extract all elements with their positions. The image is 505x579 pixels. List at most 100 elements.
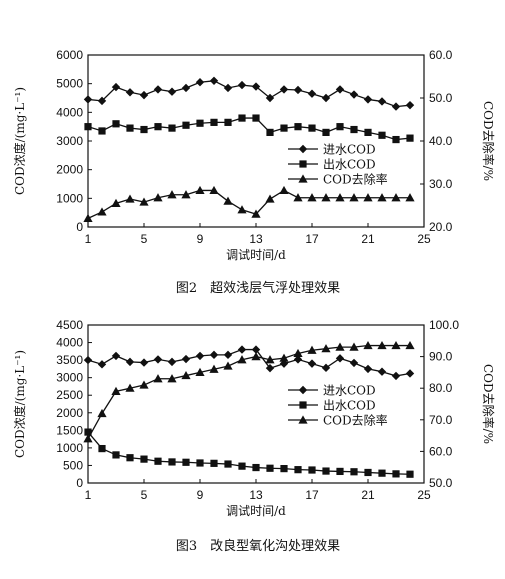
- y-tick-label: 3500: [56, 353, 83, 367]
- data-point: [83, 95, 93, 104]
- data-point: [322, 467, 330, 475]
- data-point: [307, 345, 317, 354]
- data-point: [223, 83, 233, 93]
- x-tick-label: 21: [361, 232, 375, 246]
- data-point: [181, 190, 191, 199]
- legend-marker: [299, 401, 307, 409]
- data-point: [167, 87, 177, 96]
- data-point: [139, 90, 149, 100]
- y-tick-label: 3000: [56, 371, 83, 385]
- data-point: [377, 367, 387, 376]
- data-point: [378, 131, 386, 139]
- x-tick-label: 21: [361, 488, 375, 502]
- data-point: [364, 128, 372, 136]
- data-point: [294, 123, 302, 131]
- data-point: [210, 118, 218, 126]
- y2-tick-label: 40.0: [429, 134, 453, 148]
- data-point: [391, 371, 401, 381]
- series-line: [87, 431, 411, 475]
- data-point: [392, 470, 400, 478]
- data-point: [265, 93, 275, 103]
- legend-label: 进水COD: [323, 143, 376, 157]
- data-point: [252, 463, 260, 472]
- y2-tick-label: 90.0: [429, 350, 453, 364]
- data-point: [321, 363, 331, 373]
- series-2: [84, 428, 414, 478]
- data-point: [83, 434, 93, 443]
- y-tick-label: 3000: [56, 134, 83, 148]
- data-point: [182, 121, 190, 129]
- data-point: [154, 457, 162, 465]
- x-tick-label: 9: [197, 488, 204, 502]
- data-point: [195, 185, 205, 195]
- data-point: [154, 123, 162, 131]
- data-point: [84, 123, 92, 131]
- data-point: [336, 123, 344, 131]
- y2-tick-label: 80.0: [429, 381, 453, 395]
- legend-marker: [298, 415, 308, 424]
- figure-caption: 图2 超效浅层气浮处理效果: [176, 280, 340, 296]
- data-point: [153, 193, 163, 202]
- data-point: [223, 196, 233, 205]
- y2-tick-label: 50.0: [429, 91, 453, 105]
- data-point: [377, 193, 387, 202]
- data-point: [112, 451, 120, 459]
- data-point: [153, 85, 163, 94]
- data-point: [168, 458, 176, 466]
- data-point: [405, 369, 415, 378]
- series-1: [83, 345, 415, 381]
- y2-tick-label: 60.0: [429, 444, 453, 458]
- data-point: [126, 454, 134, 462]
- legend-label: 出水COD: [323, 158, 376, 172]
- data-point: [391, 193, 401, 202]
- series-line: [87, 80, 411, 108]
- series-line: [87, 117, 411, 141]
- data-point: [237, 80, 247, 90]
- y-tick-label: 1000: [56, 441, 83, 455]
- data-point: [280, 465, 288, 473]
- data-point: [181, 83, 191, 93]
- data-point: [223, 350, 233, 360]
- data-point: [209, 350, 219, 360]
- data-point: [83, 213, 93, 222]
- figure-caption: 图3 改良型氧化沟处理效果: [176, 538, 340, 554]
- data-point: [308, 124, 316, 132]
- legend-label: 出水COD: [323, 399, 376, 413]
- data-point: [125, 88, 135, 97]
- y2-tick-label: 20.0: [429, 220, 453, 234]
- legend-marker: [298, 144, 308, 154]
- legend-marker: [298, 174, 308, 183]
- x-tick-label: 1: [85, 232, 92, 246]
- data-point: [83, 355, 93, 365]
- data-point: [167, 357, 177, 367]
- series-line: [87, 348, 411, 377]
- data-point: [139, 380, 149, 389]
- data-point: [98, 127, 106, 135]
- data-point: [111, 198, 121, 207]
- data-point: [209, 185, 219, 195]
- data-point: [363, 364, 373, 374]
- data-point: [336, 467, 344, 476]
- data-point: [112, 120, 120, 128]
- data-point: [391, 102, 401, 111]
- data-point: [224, 118, 232, 126]
- y2-axis-label: COD去除率/%: [481, 101, 496, 181]
- data-point: [335, 354, 345, 363]
- series-3: [83, 185, 415, 222]
- data-point: [293, 348, 303, 358]
- x-tick-label: 25: [417, 232, 431, 246]
- data-point: [209, 364, 219, 373]
- data-point: [251, 352, 261, 361]
- data-point: [153, 374, 163, 383]
- y-axis-label: COD浓度/(mg·L⁻¹): [12, 350, 27, 458]
- y-tick-label: 2500: [56, 388, 83, 402]
- data-point: [167, 374, 177, 383]
- data-point: [279, 353, 289, 362]
- data-point: [153, 355, 163, 364]
- series-1: [83, 76, 415, 111]
- x-tick-label: 17: [305, 488, 319, 502]
- y-tick-label: 4000: [56, 336, 83, 350]
- x-tick-label: 13: [249, 488, 263, 502]
- x-axis-label: 调试时间/d: [226, 503, 286, 518]
- data-point: [126, 124, 134, 132]
